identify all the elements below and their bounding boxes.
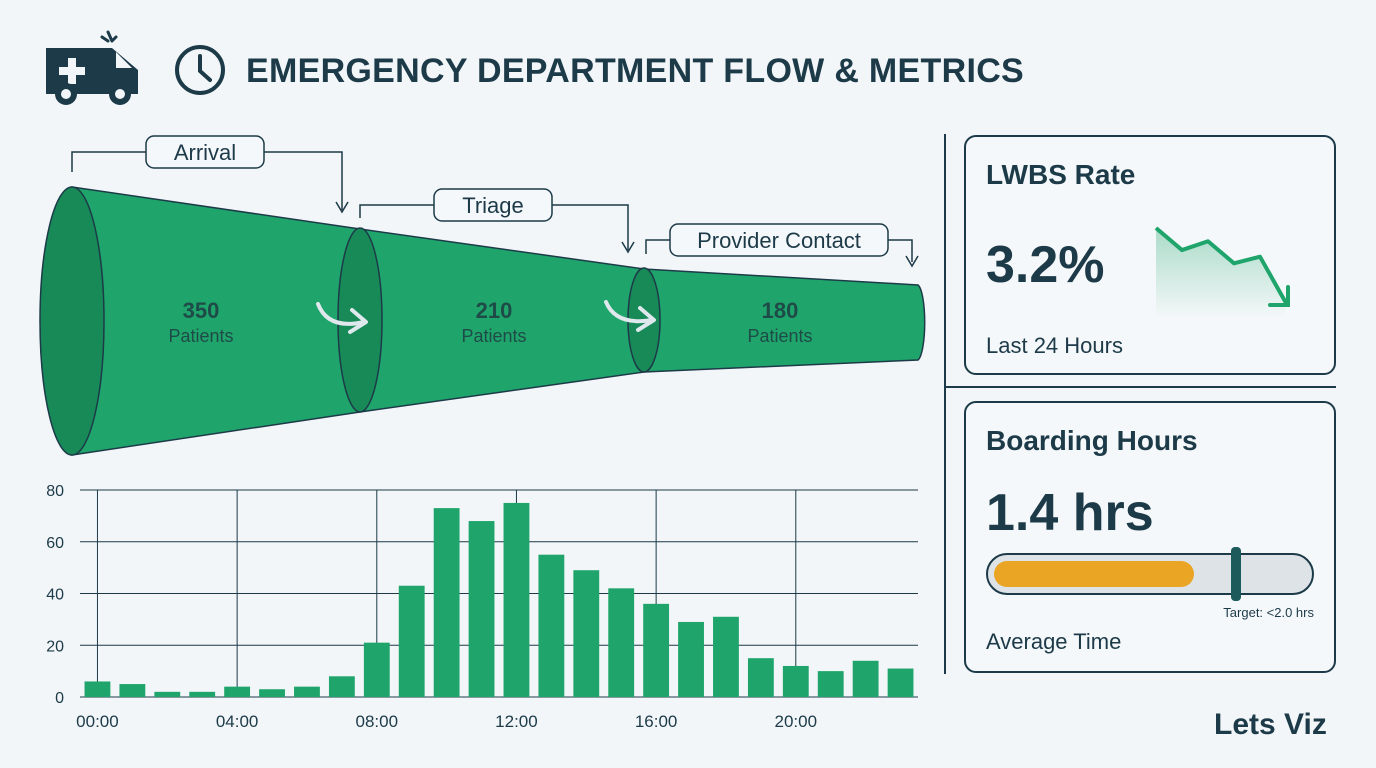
bar bbox=[573, 570, 600, 697]
bar bbox=[817, 671, 844, 697]
funnel-ring-triage bbox=[337, 227, 383, 413]
funnel-mouth bbox=[39, 186, 105, 456]
chart-bars bbox=[84, 502, 914, 697]
bar bbox=[294, 686, 320, 697]
bar bbox=[538, 554, 565, 697]
stage-bracket-triage: Triage bbox=[359, 188, 635, 254]
bar bbox=[224, 686, 251, 697]
stage-value-triage: 210 bbox=[476, 298, 513, 323]
boarding-subtitle: Average Time bbox=[986, 629, 1122, 654]
hourly-arrivals-chart: 0 20 40 60 80 00:00 04:00 08:00 12:00 16:00 20:00 bbox=[46, 483, 918, 731]
horizontal-divider bbox=[944, 386, 1336, 388]
stage-bracket-provider: Provider Contact bbox=[645, 223, 919, 268]
flow-arrow-icon bbox=[316, 302, 366, 326]
bar bbox=[398, 585, 425, 697]
stage-label-provider: Provider Contact bbox=[697, 228, 861, 253]
bar bbox=[119, 684, 146, 697]
bar bbox=[782, 665, 809, 697]
bar bbox=[84, 681, 111, 697]
lwbs-subtitle: Last 24 Hours bbox=[986, 333, 1123, 358]
stage-unit-arrival: Patients bbox=[168, 326, 233, 346]
brand-logo-text: Lets Viz bbox=[1214, 708, 1327, 741]
bar bbox=[433, 508, 460, 697]
bar bbox=[189, 691, 216, 697]
stage-unit-provider: Patients bbox=[747, 326, 812, 346]
y-tick-label: 80 bbox=[46, 483, 64, 500]
y-tick-label: 20 bbox=[46, 638, 64, 655]
bar bbox=[852, 660, 879, 697]
clock-icon bbox=[175, 45, 225, 95]
bar bbox=[643, 603, 670, 697]
bar bbox=[678, 621, 704, 697]
funnel-body bbox=[71, 186, 926, 456]
chart-axis-labels: 0 20 40 60 80 00:00 04:00 08:00 12:00 16:00 20:00 bbox=[46, 483, 817, 731]
flow-arrow-icon bbox=[604, 300, 654, 324]
bar bbox=[154, 691, 181, 697]
target-label: Target: <2.0 hrs bbox=[1223, 605, 1314, 620]
stage-bracket-arrival: Arrival bbox=[71, 135, 349, 214]
bar bbox=[608, 588, 635, 697]
page-title: EMERGENCY DEPARTMENT FLOW & METRICS bbox=[246, 52, 1025, 90]
lwbs-rate-card: LWBS Rate 3.2% Last 24 Hours bbox=[964, 135, 1336, 375]
y-tick-label: 0 bbox=[55, 690, 64, 707]
y-tick-label: 60 bbox=[46, 535, 64, 552]
bar bbox=[887, 668, 914, 697]
stage-label-arrival: Arrival bbox=[174, 140, 236, 165]
boarding-value: 1.4 hrs bbox=[986, 484, 1154, 542]
bar bbox=[328, 676, 355, 697]
boarding-title: Boarding Hours bbox=[986, 425, 1198, 456]
bar bbox=[363, 642, 390, 697]
bar bbox=[713, 616, 739, 697]
y-tick-label: 40 bbox=[46, 587, 64, 604]
stage-value-provider: 180 bbox=[762, 298, 799, 323]
target-marker bbox=[1231, 547, 1242, 601]
boarding-hours-card: Boarding Hours 1.4 hrs Target: <2.0 hrs … bbox=[964, 401, 1336, 673]
boarding-progress-fill bbox=[994, 561, 1194, 587]
stage-unit-triage: Patients bbox=[461, 326, 526, 346]
header: EMERGENCY DEPARTMENT FLOW & METRICS bbox=[0, 0, 1376, 140]
bar bbox=[503, 502, 530, 697]
x-tick-label: 08:00 bbox=[356, 712, 399, 731]
bar bbox=[747, 658, 774, 697]
bar bbox=[259, 689, 285, 697]
x-tick-label: 00:00 bbox=[76, 712, 119, 731]
flow-arrow-head bbox=[636, 306, 656, 332]
lwbs-title: LWBS Rate bbox=[986, 159, 1136, 190]
lwbs-value: 3.2% bbox=[986, 236, 1105, 294]
bar bbox=[468, 521, 495, 697]
x-tick-label: 16:00 bbox=[635, 712, 678, 731]
patient-flow-funnel: Arrival Triage Provider Contact 350 Pati… bbox=[39, 135, 926, 456]
vertical-divider bbox=[944, 134, 946, 674]
x-tick-label: 04:00 bbox=[216, 712, 259, 731]
trend-down-icon bbox=[1154, 226, 1290, 319]
x-tick-label: 12:00 bbox=[495, 712, 538, 731]
stage-label-triage: Triage bbox=[462, 193, 524, 218]
stage-value-arrival: 350 bbox=[183, 298, 220, 323]
boarding-progress-bar bbox=[986, 547, 1314, 601]
x-tick-label: 20:00 bbox=[775, 712, 818, 731]
flow-arrow-head bbox=[348, 308, 368, 334]
ambulance-icon bbox=[46, 30, 138, 105]
